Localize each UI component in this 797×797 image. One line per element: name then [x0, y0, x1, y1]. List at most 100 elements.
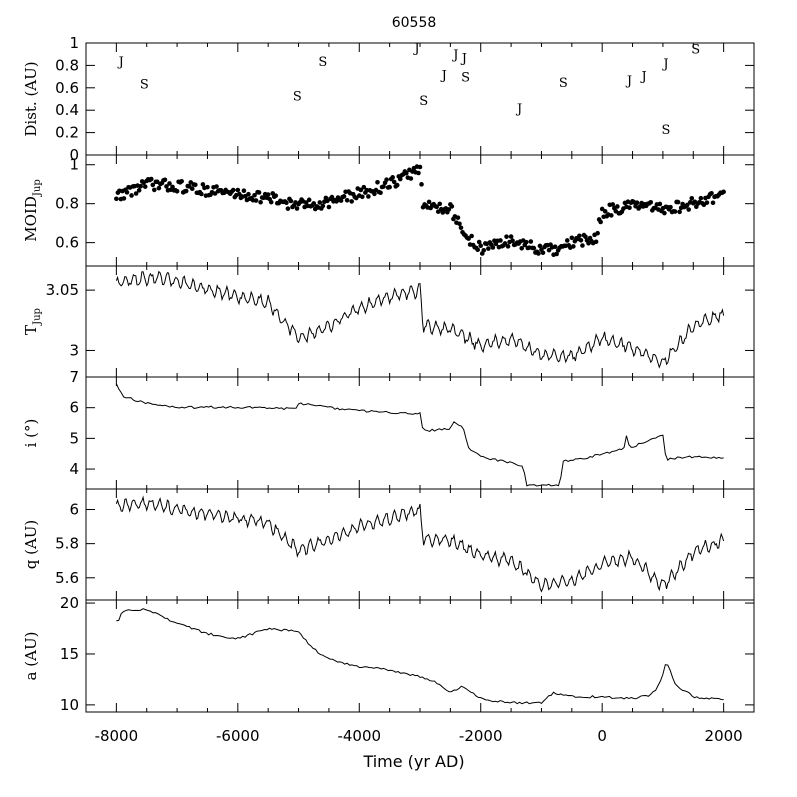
- data-point: [610, 202, 616, 207]
- data-point: [338, 198, 344, 203]
- data-point: [214, 184, 219, 189]
- y-tick-label: 0.6: [55, 79, 79, 97]
- data-point: [531, 245, 537, 251]
- data-point: [502, 241, 508, 246]
- y-tick-label: 1: [69, 156, 79, 174]
- data-point: [246, 191, 251, 197]
- data-point: [372, 191, 377, 197]
- y-tick-label: 7: [69, 368, 79, 386]
- data-point: [167, 181, 172, 186]
- data-point: [189, 186, 195, 192]
- data-point: [320, 203, 326, 209]
- data-point: [241, 188, 247, 194]
- data-point: [580, 243, 585, 248]
- data-point: [349, 199, 354, 204]
- data-point: [124, 190, 130, 195]
- data-point: [457, 221, 462, 227]
- data-point: [564, 238, 570, 243]
- data-point: [273, 193, 279, 198]
- y-tick-label: 0.2: [55, 124, 79, 142]
- data-point: [698, 195, 704, 201]
- y-axis-label-subscript: Jup: [32, 179, 43, 197]
- data-point: [416, 170, 421, 176]
- data-point: [294, 206, 300, 211]
- y-axis-label: Dist. (AU): [22, 61, 40, 136]
- x-axis: -8000 -6000 -4000 -2000 0 2000: [95, 727, 743, 745]
- series-line: [115, 383, 724, 487]
- data-point: [486, 246, 491, 251]
- y-tick-label: 5.8: [55, 535, 79, 553]
- encounter-marker-j: J: [440, 68, 447, 83]
- data-point: [397, 176, 403, 182]
- data-point: [505, 244, 511, 249]
- data-point: [571, 244, 576, 249]
- data-point: [156, 185, 162, 191]
- data-point: [608, 213, 614, 218]
- data-point: [138, 183, 143, 189]
- panel-q: 5.6 5.8 6 q (AU): [22, 488, 755, 601]
- data-point: [419, 182, 424, 187]
- encounter-marker-j: J: [515, 102, 522, 117]
- data-point: [183, 188, 189, 194]
- encounter-marker-s: S: [140, 77, 149, 92]
- y-tick-label: 6: [69, 399, 79, 417]
- data-point: [268, 199, 274, 205]
- data-point: [256, 190, 262, 195]
- data-point: [536, 251, 541, 256]
- data-point: [481, 247, 487, 253]
- series-line: [115, 270, 725, 369]
- y-tick-label: 3: [69, 341, 79, 359]
- x-tick-label: -2000: [459, 727, 503, 745]
- data-point: [391, 179, 397, 185]
- data-point: [710, 200, 716, 206]
- data-point: [199, 191, 204, 197]
- data-point: [375, 179, 380, 185]
- y-tick-label: 6: [69, 500, 79, 518]
- x-tick-label: -4000: [337, 727, 381, 745]
- y-axis-label: a (AU): [22, 632, 40, 681]
- y-tick-label: 3.05: [46, 281, 79, 299]
- y-tick-label: 0.6: [55, 234, 79, 252]
- data-point: [578, 238, 584, 243]
- data-point: [657, 201, 663, 207]
- y-tick-label: 4: [69, 460, 79, 478]
- data-point: [366, 194, 371, 199]
- data-point: [686, 207, 692, 212]
- data-point: [615, 204, 620, 209]
- panel-a: 10 15 20 a (AU): [22, 594, 755, 714]
- y-axis-label-text: a (AU): [22, 632, 40, 681]
- data-point: [404, 170, 409, 176]
- data-point: [142, 184, 148, 189]
- y-tick-label: 20: [60, 594, 79, 612]
- data-point: [258, 199, 263, 205]
- encounter-marker-s: S: [293, 90, 302, 105]
- data-point: [458, 225, 464, 231]
- data-point: [170, 184, 175, 190]
- encounter-marker-s: S: [691, 43, 700, 58]
- data-point: [284, 200, 289, 205]
- chart-title: 60558: [392, 15, 437, 31]
- data-point: [114, 196, 119, 202]
- data-point: [554, 251, 559, 257]
- y-tick-label: 0: [69, 146, 79, 164]
- data-point: [672, 209, 678, 214]
- data-point: [478, 243, 484, 248]
- encounter-marker-j: J: [412, 41, 419, 56]
- y-axis-label: MOIDJup: [22, 179, 43, 241]
- data-point: [265, 192, 271, 197]
- data-point: [235, 187, 241, 193]
- data-point: [174, 189, 180, 194]
- data-point: [426, 199, 432, 205]
- data-point: [466, 236, 471, 241]
- data-point: [476, 239, 482, 245]
- encounter-marker-j: J: [117, 55, 124, 70]
- y-tick-label: 0.8: [55, 56, 79, 74]
- data-point: [133, 191, 139, 196]
- panel-frame: [85, 599, 755, 713]
- y-tick-label: 15: [60, 645, 79, 663]
- data-point: [523, 239, 529, 245]
- data-point: [455, 215, 461, 220]
- data-point: [148, 176, 154, 182]
